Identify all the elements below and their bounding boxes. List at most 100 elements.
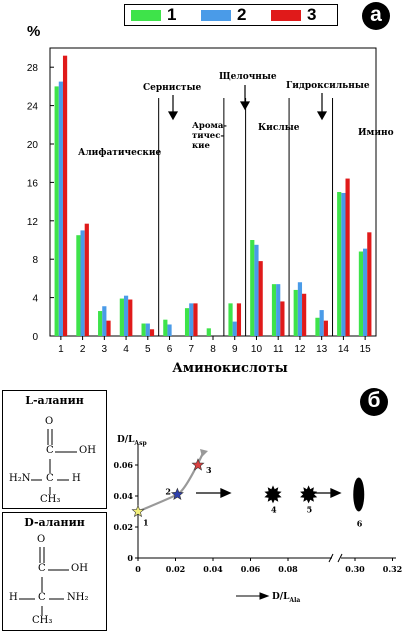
bar-s3-7 <box>193 303 198 336</box>
trend-arrows <box>196 487 342 499</box>
bar-s1-2 <box>76 235 81 336</box>
bar-s1-9 <box>228 303 233 336</box>
y-tick-label: 16 <box>27 178 39 189</box>
y-tick-label: 24 <box>27 102 39 113</box>
x-tick-label: 12 <box>294 344 306 355</box>
bar-s1-15 <box>358 251 364 336</box>
legend-label-1: 1 <box>167 5 177 24</box>
legend-item-2: 2 <box>201 5 246 25</box>
x-tick-label: 6 <box>167 344 173 355</box>
y-tick-label: 4 <box>32 294 38 305</box>
point-label-4: 4 <box>271 504 277 514</box>
d-atom-o: O <box>37 534 46 545</box>
bar-s3-10 <box>258 261 263 336</box>
point-5-burst <box>300 485 318 504</box>
l-alanine-box: L-аланин O C OH H₂N C H CH₃ <box>2 390 107 509</box>
l-atom-c2: C <box>46 473 54 484</box>
bar-s3-1 <box>62 55 68 337</box>
group-label-aromatic-2: тичес- <box>192 131 224 141</box>
bar-s2-11 <box>276 284 281 336</box>
x-tick-label: 11 <box>273 344 284 355</box>
x-tick-label: 7 <box>188 344 194 355</box>
bar-s2-9 <box>232 321 237 336</box>
bar-s1-7 <box>184 308 190 336</box>
panel-badge-a: а <box>362 2 390 30</box>
panel-badge-b: б <box>360 388 388 416</box>
y-tick-label: 12 <box>27 217 39 228</box>
bar-s3-9 <box>236 303 242 336</box>
d-atom-nh2: NH₂ <box>67 592 89 603</box>
group-arrows <box>167 85 328 121</box>
bar-s1-3 <box>98 311 103 336</box>
group-label-aliphatic: Алифатические <box>78 148 162 158</box>
point-1-star <box>131 504 145 518</box>
x-axis-title: Аминокислоты <box>172 361 288 376</box>
legend: 1 2 3 <box>124 4 338 26</box>
bar-s1-11 <box>271 284 277 336</box>
y-tick-label: 28 <box>27 63 39 74</box>
bar-s2-7 <box>189 303 194 336</box>
sc-x-tick-label: 0.32 <box>383 564 402 574</box>
arrow-basic-head <box>239 101 251 111</box>
x-tick-label: 13 <box>316 344 328 355</box>
group-label-aromatic-1: Арома- <box>192 121 227 131</box>
bar-s3-13 <box>323 320 328 336</box>
l-atom-ch3: CH₃ <box>40 494 61 505</box>
group-label-sulfur: Сернистые <box>143 83 202 93</box>
axis-break <box>328 553 343 563</box>
bar-s1-12 <box>293 289 298 336</box>
trend-arrow-2-head <box>330 487 342 499</box>
x-tick-label: 8 <box>210 344 216 355</box>
x-tick-label: 10 <box>251 344 263 355</box>
bar-s2-1 <box>58 81 63 336</box>
group-label-imino: Имино <box>358 128 394 138</box>
bar-s3-12 <box>302 293 307 336</box>
bar-s2-2 <box>80 230 85 336</box>
legend-swatch-3 <box>271 9 301 21</box>
point-label-6: 6 <box>357 518 363 528</box>
arrow-hydroxyl-head <box>316 111 328 121</box>
point-label-3: 3 <box>206 465 212 475</box>
sc-x-title: D/LAla <box>272 592 300 604</box>
trend-arrow-1-head <box>220 487 232 499</box>
group-label-acidic: Кислые <box>258 123 300 133</box>
point-label-5: 5 <box>307 504 313 514</box>
x-tick-label: 4 <box>123 344 129 355</box>
bar-s1-6 <box>163 319 168 336</box>
d-atom-c1: C <box>38 563 46 574</box>
bar-s1-5 <box>141 323 146 336</box>
sc-x-tick-label: 0 <box>135 564 141 574</box>
bar-s2-4 <box>123 295 129 336</box>
l-atom-h: H <box>72 473 81 484</box>
bar-s2-10 <box>254 244 259 336</box>
sc-x-tick-label: 0.08 <box>278 564 298 574</box>
bar-s3-2 <box>84 223 89 336</box>
x-title-arrow <box>236 592 270 600</box>
d-alanine-structure <box>19 547 69 615</box>
arrow-sulfur-head <box>167 111 179 121</box>
x-tick-label: 1 <box>58 344 64 355</box>
d-atom-h: H <box>9 592 18 603</box>
point-label-2: 2 <box>165 486 171 496</box>
sc-y-tick-label: 0.02 <box>114 522 133 532</box>
sc-y-tick-label: 0.04 <box>114 491 134 501</box>
bar-s3-4 <box>128 299 133 336</box>
bar-s3-15 <box>367 232 372 336</box>
bar-s2-3 <box>102 306 107 336</box>
sc-x-tick-label: 0.06 <box>241 564 261 574</box>
bar-s2-15 <box>363 248 368 336</box>
bar-s2-14 <box>341 192 346 336</box>
sc-y-title: D/LAsp <box>117 435 147 447</box>
group-label-basic: Щелочные <box>219 72 277 82</box>
d-atom-ch3: CH₃ <box>32 615 53 626</box>
d-atom-oh: OH <box>71 563 88 574</box>
legend-label-2: 2 <box>237 5 247 24</box>
x-tick-label: 14 <box>338 344 350 355</box>
sc-x-tick-label: 0.02 <box>166 564 185 574</box>
legend-item-1: 1 <box>131 5 176 25</box>
d-atom-c2: C <box>38 592 46 603</box>
sc-x-tick-label: 0.30 <box>345 564 365 574</box>
group-label-hydroxyl: Гидроксильные <box>286 81 370 91</box>
bar-s3-3 <box>106 320 111 336</box>
